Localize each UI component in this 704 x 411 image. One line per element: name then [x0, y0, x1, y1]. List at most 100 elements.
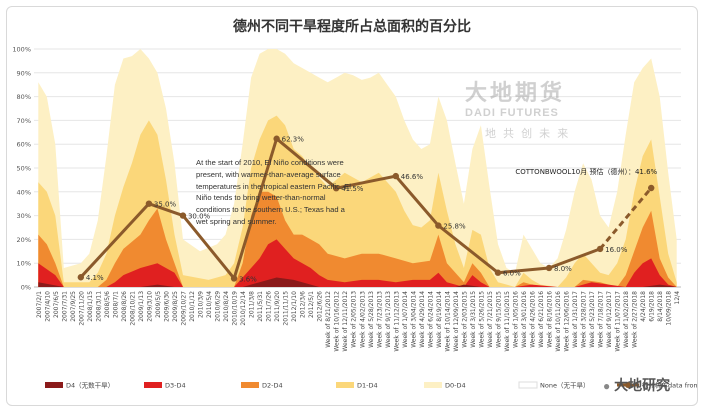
x-tick-label: Week of 2/03/2015 [461, 291, 468, 348]
y-tick-label: 0% [21, 284, 31, 292]
point-label: 41.5% [341, 185, 364, 193]
x-axis-ticks: 2007/2/1 2007/4/10 2007/6/5 2007/7/31 2007/9… [36, 291, 681, 352]
point-label: 6.0% [503, 270, 521, 278]
legend-label: D3-D4 [165, 382, 186, 390]
x-tick-label: 2009/8/25 [172, 291, 179, 322]
x-tick-label: 2008/3/11 [95, 291, 102, 322]
trend-point [179, 212, 187, 219]
x-tick-label: Week of 10/14/2014 [444, 291, 451, 352]
x-tick-label: 2010/8/24 [223, 291, 230, 322]
legend: D4（无数干旱） D3-D4 D2-D4 D1-D4 D0-D4 None（无干旱） 德州棉… [45, 381, 697, 390]
area-d1-d4 [38, 115, 677, 287]
x-tick-label: Week of 11/10/2015 [504, 291, 511, 352]
forecast-line [598, 187, 653, 250]
trend-point [494, 269, 502, 276]
x-tick-label: 2007/6/5 [53, 291, 60, 318]
area-d0-d4 [38, 49, 677, 287]
x-tick-label: 2012/1/10 [291, 291, 298, 322]
x-tick-label: Week of 11/12/2013 [393, 291, 400, 352]
corner-brand: ● 大地研究 [603, 375, 670, 395]
trend-point [333, 185, 340, 192]
x-tick-label: 2009/10/27 [181, 291, 188, 326]
x-tick-label: Week of 7/21/2015 [487, 291, 494, 348]
point-label: 16.0% [605, 246, 628, 254]
x-tick-label: 2012/3/6 [300, 291, 307, 318]
legend-label: None（无干旱） [540, 382, 589, 390]
x-tick-label: 2009/5/5 [155, 291, 162, 318]
x-tick-label: Week of 5/26/2015 [478, 291, 485, 348]
x-tick-label: 2011/5/31 [257, 291, 264, 322]
brand-slogan: 地 共 创 未 来 [485, 128, 571, 140]
y-tick-label: 20% [17, 236, 31, 244]
y-axis-ticks: 0% 10% 20% 30% 40% 50% 60% 70% 80% 90% 100% [12, 46, 31, 292]
x-tick-label: Week of 4/26/2016 [530, 291, 537, 348]
x-tick-label: 2012/5/1 [308, 291, 315, 318]
forecast-point [648, 184, 655, 192]
x-tick-label: Week of 6/21/2016 [538, 291, 545, 348]
x-tick-label: Week of 10/16/2012 [334, 291, 341, 352]
x-tick-label: Week of 7/23/2013 [376, 291, 383, 348]
y-tick-label: 30% [17, 212, 31, 220]
x-tick-label: 2012/6/26 [317, 291, 324, 322]
legend-label: D1-D4 [357, 382, 378, 390]
x-tick-label: 10/09/2018 [666, 291, 673, 326]
x-tick-label: 6/19/2018 [649, 291, 656, 322]
area-d2-d4 [38, 191, 677, 287]
trend-point [77, 274, 85, 281]
x-tick-label: 2008/10/21 [129, 291, 136, 326]
point-label: 3.6% [239, 275, 257, 283]
x-tick-label: Week of 5/28/2013 [368, 291, 375, 348]
legend-swatch [518, 381, 538, 389]
x-tick-label: 2008/8/26 [121, 291, 128, 322]
legend-label: D2-D4 [262, 382, 283, 390]
x-tick-label: 2009/3/10 [146, 291, 153, 322]
x-tick-label: Week of 9/17/2013 [385, 291, 392, 348]
x-tick-label: 2010/1/12 [189, 291, 196, 322]
forecast-label: COTTONBWOOL10月 预估（德州）：41.6% [515, 167, 657, 176]
annotation-text: At the start of 2010, El Niño conditions… [196, 158, 351, 226]
point-label: 62.3% [282, 136, 305, 144]
area-series [38, 49, 677, 287]
y-tick-label: 40% [17, 188, 31, 196]
x-tick-label: 2010/5/4 [206, 291, 213, 318]
x-tick-label: 2008/1/15 [87, 291, 94, 322]
x-tick-label: 2011/9/20 [274, 291, 281, 322]
trend-point [596, 245, 604, 253]
x-tick-label: Week of 8/16/2016 [547, 291, 554, 348]
chart-title: 德州不同干旱程度所占总面积的百分比 [233, 18, 471, 35]
y-tick-label: 60% [17, 141, 31, 149]
x-tick-label: Week of 5/23/2017 [589, 291, 596, 348]
y-tick-label: 100% [12, 46, 31, 54]
x-tick-label: 2007/7/31 [61, 291, 68, 322]
x-tick-label: Week of 2/05/2013 [351, 291, 358, 348]
x-tick-label: Week of 6/24/2014 [427, 291, 434, 348]
x-tick-label: 2008/5/6 [104, 291, 111, 318]
legend-swatch [45, 382, 63, 388]
point-label: 30.0% [188, 213, 211, 221]
chart-frame: 德州不同干旱程度所占总面积的百分比 0% 10% 20% 30% 40% 50% 60% 70… [6, 6, 698, 406]
x-tick-label: 2011/7/26 [266, 291, 273, 322]
x-tick-label: 2007/4/10 [44, 291, 51, 322]
x-tick-label: 2007/2/1 [36, 291, 43, 318]
x-tick-label: 4/24/2018 [640, 291, 647, 322]
brand-logo: 大地期货 DADI FUTURES [465, 75, 615, 119]
x-tick-label: 2009/6/30 [164, 291, 171, 322]
trend-point [392, 172, 400, 180]
x-tick-label: Week of 4/29/2014 [419, 291, 426, 348]
x-tick-label: Week of 9/12/2017 [606, 291, 613, 348]
brand-name-en: DADI FUTURES [465, 107, 559, 119]
x-tick-label: 2011/3/8 [249, 291, 256, 318]
y-tick-label: 80% [17, 93, 31, 101]
trend-point [545, 264, 553, 272]
trend-point [273, 135, 280, 142]
x-tick-label: Week of 3/04/2014 [410, 291, 417, 348]
x-tick-label: Week of 12/11/2012 [342, 291, 349, 352]
trend-point [435, 222, 442, 229]
legend-swatch [424, 382, 442, 388]
legend-swatch [336, 382, 354, 388]
point-label: 8.0% [554, 265, 572, 273]
legend-label: D0-D4 [445, 382, 466, 390]
x-tick-label: Week of 1/05/2016 [513, 291, 520, 348]
point-label: 35.0% [154, 201, 177, 209]
x-tick-label: 2010/10/19 [232, 291, 239, 326]
